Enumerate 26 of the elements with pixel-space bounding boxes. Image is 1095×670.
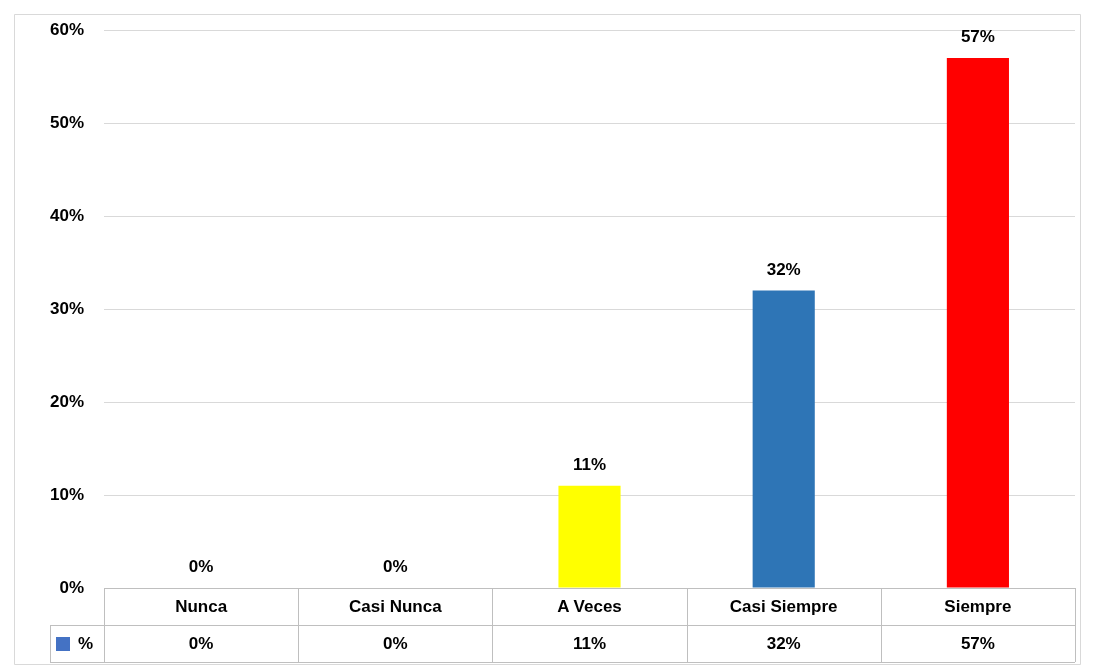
data-label: 32% bbox=[766, 634, 801, 654]
x-tick-label: Casi Nunca bbox=[349, 597, 443, 617]
text: 57% bbox=[960, 27, 995, 47]
bar bbox=[558, 485, 621, 588]
x-tick-label: Nunca bbox=[175, 597, 228, 617]
text: 11% bbox=[572, 454, 607, 474]
y-tick-label: 60% bbox=[49, 19, 85, 39]
bar bbox=[752, 290, 815, 588]
data-label: 11% bbox=[572, 634, 607, 654]
y-tick-label: 10% bbox=[49, 484, 85, 504]
bar bbox=[946, 58, 1009, 588]
x-tick-label: Casi Siempre bbox=[729, 597, 838, 617]
data-label: 0% bbox=[188, 634, 214, 654]
text: % bbox=[78, 634, 94, 654]
y-tick-label: 30% bbox=[49, 298, 85, 318]
data-label: 0% bbox=[383, 634, 408, 654]
x-tick-label: Siempre bbox=[944, 597, 1012, 617]
y-tick-label: 0% bbox=[59, 577, 85, 597]
y-tick-label: 20% bbox=[49, 391, 85, 411]
x-tick-label: A Veces bbox=[557, 597, 622, 617]
y-tick-label: 50% bbox=[49, 112, 85, 132]
text: 0% bbox=[188, 557, 214, 577]
y-tick-label: 40% bbox=[49, 205, 85, 225]
data-label: 57% bbox=[960, 634, 995, 654]
text: 32% bbox=[766, 259, 801, 279]
text: 0% bbox=[383, 557, 408, 577]
